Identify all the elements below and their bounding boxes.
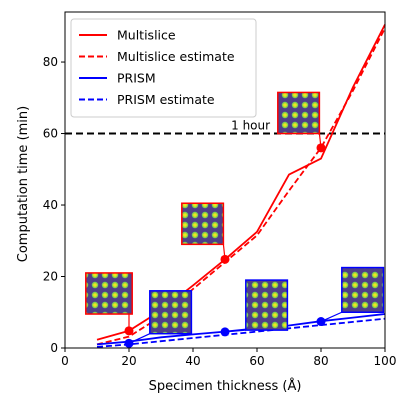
- x-tick-label-5: 80: [313, 354, 328, 368]
- x-axis-label: Specimen thickness (Å): [149, 378, 302, 394]
- y-tick-label-2: 20: [43, 270, 58, 284]
- legend: Multislice Multislice estimate PRISM PRISM …: [70, 18, 257, 118]
- series-line-4: [96, 317, 386, 348]
- inset-frame-1: [85, 272, 133, 315]
- data-point-3: [316, 143, 326, 153]
- data-point-6: [316, 317, 326, 327]
- inset-image-1: [85, 272, 133, 315]
- data-point-4: [124, 338, 134, 348]
- inset-images: [85, 91, 385, 335]
- y-tick-label-5: 80: [43, 55, 58, 69]
- data-markers: [124, 143, 326, 348]
- legend-label-3: PRISM: [117, 71, 156, 86]
- one-hour-label: 1 hour: [231, 119, 270, 133]
- inset-image-2: [181, 203, 224, 245]
- inset-frame-5: [245, 279, 289, 331]
- inset-frame-3: [277, 91, 321, 135]
- inset-frame-4: [149, 290, 193, 335]
- legend-box: [70, 18, 257, 118]
- legend-label-1: Multislice: [117, 28, 176, 43]
- y-tick-label-3: 40: [43, 198, 58, 212]
- series-line-2: [96, 27, 386, 346]
- axes-frame: [64, 11, 386, 349]
- y-axis-label: Computation time (min): [16, 106, 31, 262]
- x-tick-label-6: 100: [374, 354, 397, 368]
- legend-label-4: PRISM estimate: [117, 92, 215, 107]
- y-tick-label-1: 0: [50, 341, 58, 355]
- x-tick-label-4: 60: [249, 354, 264, 368]
- inset-frame-6: [341, 266, 385, 314]
- series-lines: [96, 24, 386, 348]
- inset-image-4: [149, 290, 192, 334]
- inset-image-3: [277, 92, 320, 134]
- y-tick-label-4: 60: [43, 127, 58, 141]
- x-tick-label-1: 0: [61, 354, 69, 368]
- data-point-5: [220, 327, 230, 337]
- legend-label-2: Multislice estimate: [117, 49, 235, 64]
- x-tick-label-2: 20: [121, 354, 136, 368]
- axes: 0 20 40 60 80 100 0 20 40 60 80: [43, 11, 397, 368]
- x-tick-label-3: 40: [185, 354, 200, 368]
- data-point-2: [220, 254, 230, 264]
- data-point-1: [124, 326, 134, 336]
- inset-image-5: [245, 280, 288, 331]
- inset-image-6: [341, 267, 384, 313]
- series-line-1: [96, 24, 386, 341]
- inset-frame-2: [181, 202, 225, 246]
